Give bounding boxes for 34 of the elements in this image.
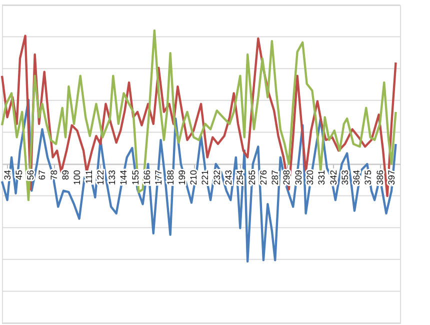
x-tick-label: 342 [328,170,338,186]
x-tick-label: 177 [154,170,164,186]
x-tick-label: 78 [48,170,59,180]
x-tick-label: 210 [188,170,199,186]
x-tick-label: 45 [14,170,24,180]
x-tick-label: 133 [107,170,118,186]
x-tick-label: 298 [282,170,292,186]
x-tick-label: 111 [84,170,94,184]
x-tick-label: 67 [37,170,48,180]
x-tick-label: 100 [72,170,82,186]
x-tick-label: 276 [258,170,268,186]
x-tick-label: 309 [293,170,304,186]
x-tick-label: 122 [95,170,106,186]
x-tick-label: 386 [374,170,385,186]
x-tick-label: 166 [142,170,152,186]
x-tick-label: 144 [118,170,129,186]
x-tick-label: 232 [212,170,222,186]
x-tick-label: 320 [305,170,316,186]
x-tick-label: 243 [224,170,234,186]
x-tick-label: 364 [352,170,362,186]
x-tick-label: 397 [386,170,397,186]
x-tick-label: 188 [165,170,176,186]
x-tick-label: 287 [270,170,280,186]
x-tick-label: 89 [60,170,71,180]
x-tick-label: 199 [176,170,187,186]
x-tick-label: 221 [200,170,210,186]
x-tick-label: 331 [316,170,327,186]
x-tick-label: 56 [26,170,36,180]
x-tick-label: 254 [235,170,246,186]
x-tick-label: 155 [130,170,140,186]
x-tick-label: 34 [2,170,12,180]
x-tick-label: 265 [246,170,257,186]
x-tick-label: 353 [340,170,350,186]
x-tick-label: 375 [363,170,374,186]
